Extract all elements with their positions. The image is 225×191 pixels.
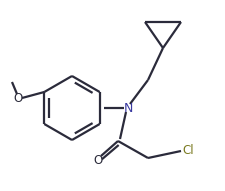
- Text: N: N: [123, 101, 132, 114]
- Text: Cl: Cl: [181, 145, 193, 158]
- Text: O: O: [13, 91, 22, 104]
- Text: O: O: [93, 154, 102, 167]
